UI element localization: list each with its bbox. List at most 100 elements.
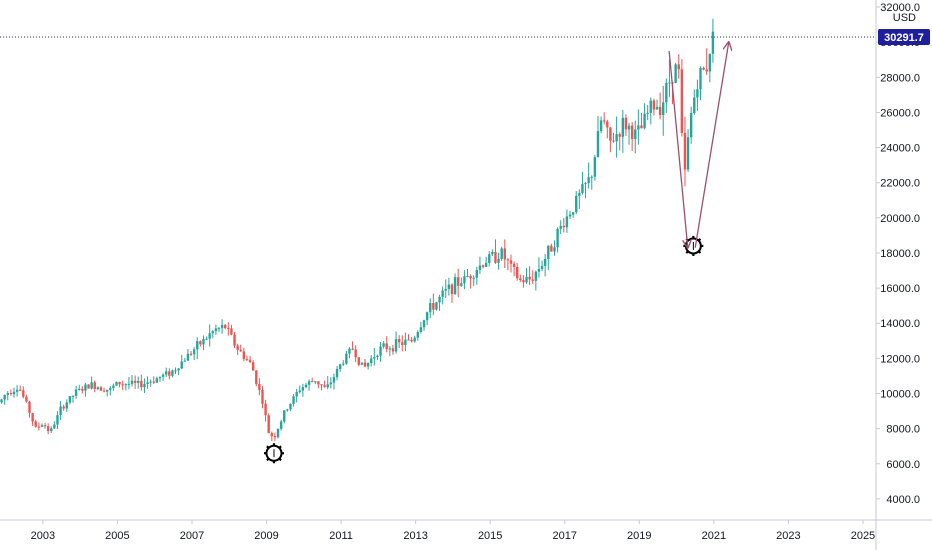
last-price-value: 30291.7 [884,32,924,44]
candle-body [289,403,292,410]
y-tick-label: 26000.0 [880,107,920,119]
candle-body [503,248,506,260]
candle-body [164,371,168,375]
candle-body [373,357,376,359]
candle-body [658,106,662,116]
candle-body [366,363,370,367]
candle-body [491,252,494,255]
candle-body [310,381,314,383]
candle-body [189,353,193,355]
candle-body [385,343,388,350]
candle-body [649,100,652,113]
y-tick-label: 32000.0 [880,2,920,14]
currency-label: USD [893,12,916,24]
candle-body [537,268,541,272]
candle-body [34,421,37,427]
candle-body [236,345,239,350]
candle-body [522,280,525,283]
y-tick-label: 28000.0 [880,72,920,84]
candle-body [655,106,659,110]
x-tick-label: 2013 [403,530,427,542]
trend-arrow[interactable] [694,42,729,248]
candle-body [118,381,121,385]
candle-body [640,125,643,129]
x-tick-label: 2015 [478,530,502,542]
candle-body [109,388,112,390]
x-tick-label: 2023 [776,530,800,542]
candle-body [196,341,199,350]
candle-body [146,382,149,384]
candle-body [68,396,72,403]
candle-body [413,337,416,342]
last-price-badge: 30291.7 [878,29,930,46]
candle-body [686,137,690,170]
candle-body [602,120,606,122]
candle-body [242,351,246,360]
candle-body [652,100,656,110]
candle-body [304,384,308,388]
candle-body [643,113,646,129]
candle-body [624,117,628,130]
annotations [263,42,729,464]
candle-body [258,384,261,390]
candle-body [478,265,482,270]
candle-body [441,290,444,297]
candle-body [512,263,516,267]
x-tick-label: 2007 [180,530,204,542]
candle-body [186,353,190,361]
candle-body [680,69,684,133]
circle-marker-icon[interactable] [263,443,284,464]
candle-body [475,269,479,278]
candle-body [84,384,87,391]
candle-body [444,288,447,291]
candle-body [224,324,227,329]
candle-body [696,89,699,98]
candle-body [0,399,3,403]
candle-body [199,341,202,345]
candle-body [376,355,379,358]
candle-body [556,228,559,248]
candle-body [295,391,298,397]
candle-body [705,69,708,72]
price-axis[interactable]: 4000.0 6000.0 8000.0 10000.0 12000.0 14000.0 1… [876,2,920,506]
candle-body [481,265,485,267]
candle-body [634,129,637,139]
candle-body [466,275,469,277]
candle-body [28,401,31,414]
candle-body [668,82,671,84]
candle-body [342,363,345,365]
candle-body [463,276,466,284]
trend-arrow[interactable] [668,50,688,248]
candle-body [394,339,398,352]
candle-body [37,426,41,428]
candle-body [81,388,84,391]
candle-body [130,380,134,384]
candle-body [155,378,159,383]
candle-body [168,371,171,376]
candle-body [248,359,252,363]
y-tick-label: 18000.0 [880,248,920,260]
candle-body [568,214,572,217]
candle-body [171,370,174,376]
candle-body [540,265,544,269]
candle-body [264,403,267,416]
candle-body [115,381,118,386]
candle-body [665,82,668,103]
candle-body [404,339,407,346]
candle-body [456,277,460,286]
candle-body [267,415,270,434]
candle-body [283,410,286,422]
candle-body [509,260,513,264]
candle-body [646,112,649,114]
candle-body [388,348,392,350]
candle-body [22,390,25,397]
candle-body [227,328,230,330]
time-axis[interactable]: 2003 2005 2007 2009 2011 2013 2015 2017 2019 2021… [31,520,876,542]
candle-body [599,120,603,132]
candle-body [711,31,715,54]
candle-body [161,374,165,377]
candle-body [708,53,712,72]
candle-body [609,127,612,141]
candle-body [251,362,255,371]
